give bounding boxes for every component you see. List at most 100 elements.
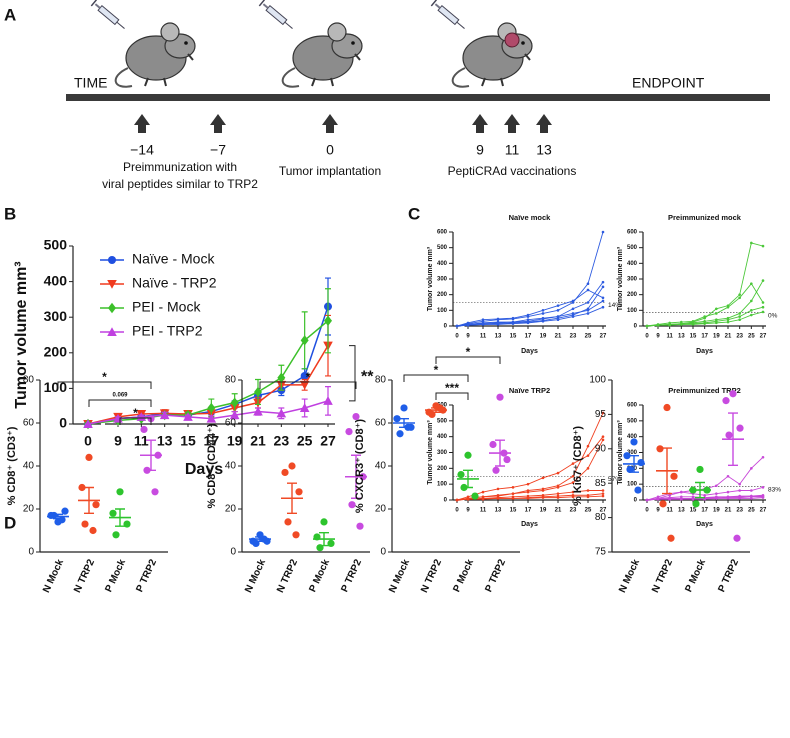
data-point (496, 323, 500, 326)
y-tick-label: 60 (375, 418, 387, 429)
chart-title: Preimmunized mock (668, 213, 742, 222)
x-tick-label: 11 (666, 508, 673, 514)
sem-bar (629, 454, 639, 473)
data-point (750, 282, 753, 286)
y-tick-label: 200 (44, 344, 68, 360)
data-point (601, 492, 605, 495)
x-tick-label: 17 (525, 508, 532, 514)
series-line (456, 281, 604, 327)
data-point (601, 285, 605, 289)
data-point (556, 315, 560, 318)
data-point (738, 489, 741, 492)
x-tick-label: P TRP2 (134, 557, 159, 594)
y-tick-label: 400 (437, 434, 448, 440)
data-point (571, 474, 575, 478)
data-point (229, 410, 240, 420)
data-point (656, 497, 660, 500)
data-point (571, 490, 575, 494)
timeline-day: −7 (210, 142, 226, 158)
data-point (750, 497, 753, 500)
timeline-day: 11 (505, 142, 520, 158)
x-axis-label: Days (696, 521, 713, 528)
data-point (750, 489, 753, 492)
sem-bar (495, 439, 505, 467)
timeline-arrow (504, 114, 520, 133)
x-tick-label: 23 (570, 334, 577, 340)
data-point (750, 241, 753, 245)
x-tick-label: 23 (274, 433, 290, 449)
x-tick-label: 27 (760, 334, 767, 340)
y-axis-label: Tumor volume mm³ (427, 420, 434, 485)
y-tick-label: 100 (627, 482, 638, 488)
data-point (761, 305, 765, 309)
significance-bracket (88, 399, 152, 407)
y-tick-label: 300 (627, 450, 638, 456)
data-point (277, 372, 286, 383)
x-tick-label: 21 (250, 433, 266, 449)
data-point (571, 481, 575, 484)
chart-title: Preimmunized TRP2 (668, 386, 741, 395)
y-tick-label: 95 (595, 409, 607, 420)
x-tick-label: P TRP2 (483, 557, 508, 594)
data-point (61, 507, 69, 515)
x-tick-label: 25 (748, 508, 755, 514)
x-tick-label: 0 (645, 334, 649, 340)
data-point (761, 244, 765, 248)
data-point (455, 324, 459, 328)
x-tick-label: N Mock (617, 557, 642, 594)
data-point (571, 299, 575, 303)
data-point (556, 486, 560, 489)
significance-label: * (466, 345, 471, 359)
data-point (722, 397, 730, 405)
data-point (571, 312, 575, 315)
data-point (159, 410, 170, 420)
significance-bracket (119, 417, 152, 425)
data-point (733, 534, 741, 542)
x-tick-label: 21 (555, 508, 562, 514)
data-point (299, 380, 310, 390)
data-point (183, 412, 193, 421)
data-point (571, 307, 575, 311)
sem-bar (53, 513, 63, 520)
sem-bar (287, 482, 297, 514)
caption: Preimmunization with (123, 160, 237, 174)
data-point (668, 496, 671, 499)
caption: viral peptides similar to TRP2 (102, 177, 258, 191)
significance-label: 0.069 (112, 393, 128, 399)
data-point (601, 296, 605, 300)
data-point (541, 312, 545, 315)
data-point (586, 467, 590, 470)
x-tick-label: 19 (540, 334, 547, 340)
significance-bracket (259, 381, 357, 389)
data-point (541, 489, 545, 492)
data-point (323, 396, 333, 405)
data-point (481, 497, 485, 501)
legend-marker (107, 280, 117, 289)
chart-title: Naïve TRP2 (509, 386, 550, 395)
y-tick-label: 400 (44, 272, 68, 288)
y-tick-label: 100 (44, 379, 68, 395)
data-point (276, 408, 287, 418)
x-tick-label: 9 (114, 433, 122, 449)
y-tick-label: 90 (595, 443, 607, 454)
data-point (112, 531, 120, 539)
sem-bar (728, 412, 738, 467)
data-point (496, 393, 504, 401)
x-tick-label: N TRP2 (72, 557, 97, 594)
y-tick-label: 100 (589, 375, 606, 386)
mouse-icon (114, 22, 196, 88)
data-point (586, 495, 590, 499)
data-point (556, 471, 560, 475)
data-point (645, 324, 649, 328)
data-point (663, 403, 671, 412)
data-point (703, 493, 706, 497)
data-point (601, 280, 605, 284)
x-tick-label: 27 (600, 334, 607, 340)
significance-label: ** (361, 368, 374, 385)
sem-bar (695, 481, 705, 499)
panel-label: A (4, 5, 16, 24)
threshold-label: 57% (608, 476, 621, 483)
timeline-day: −14 (130, 142, 154, 158)
x-tick-label: 15 (510, 508, 517, 514)
